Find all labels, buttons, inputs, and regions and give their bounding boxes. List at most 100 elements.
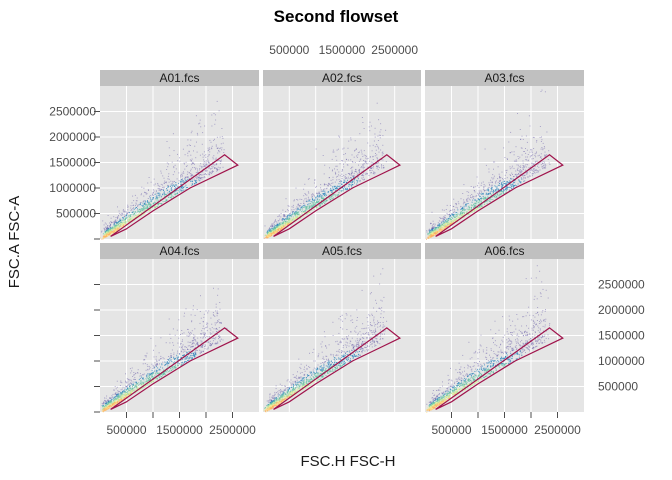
data-point [268, 233, 270, 235]
data-point [505, 187, 507, 189]
data-point [124, 392, 126, 393]
data-point [498, 180, 500, 182]
data-point [149, 198, 151, 200]
data-point [284, 219, 286, 221]
data-point [516, 176, 518, 178]
data-point [510, 178, 512, 180]
data-point [336, 194, 338, 196]
data-point [368, 126, 370, 128]
data-point [529, 156, 531, 158]
data-point [474, 206, 476, 208]
data-point [286, 222, 288, 224]
data-point [134, 390, 136, 392]
data-point [153, 366, 155, 368]
data-point [477, 208, 479, 210]
data-point [365, 173, 367, 175]
data-point [340, 180, 341, 182]
data-point [269, 227, 270, 229]
data-point [117, 391, 119, 393]
data-point [323, 194, 325, 196]
data-point [430, 223, 431, 225]
data-point [104, 407, 106, 409]
data-point [371, 150, 373, 152]
data-point [174, 358, 175, 360]
data-point [183, 189, 185, 191]
data-point [308, 212, 310, 214]
data-point [426, 230, 428, 232]
data-point [497, 166, 499, 168]
data-point [108, 234, 110, 236]
data-point [433, 228, 435, 230]
data-point [214, 167, 216, 169]
data-point [115, 217, 117, 218]
data-point [433, 226, 434, 228]
data-point [537, 155, 539, 157]
data-point [192, 167, 194, 169]
data-point [282, 221, 284, 223]
data-point [471, 194, 473, 195]
data-point [376, 144, 378, 145]
data-point [104, 400, 106, 401]
data-point [184, 350, 186, 352]
data-point [135, 383, 137, 385]
data-point [491, 177, 493, 179]
data-point [120, 212, 122, 214]
data-point [429, 236, 430, 238]
data-point [468, 191, 470, 193]
data-point [517, 183, 519, 185]
data-point [499, 175, 501, 177]
data-point [179, 160, 181, 162]
data-point [120, 389, 122, 391]
data-point [203, 321, 204, 323]
data-point [195, 182, 197, 184]
data-point [150, 200, 152, 202]
data-point [338, 174, 339, 176]
data-point [169, 194, 171, 196]
data-point [523, 151, 525, 152]
data-point [498, 181, 500, 183]
data-point [123, 221, 125, 223]
data-point [308, 198, 310, 200]
data-point [544, 154, 546, 156]
data-point [207, 323, 209, 325]
data-point [342, 190, 344, 192]
data-point [112, 232, 114, 234]
data-point [513, 154, 515, 156]
data-point [106, 228, 108, 230]
data-point [448, 221, 449, 223]
data-point [315, 202, 316, 204]
data-point [283, 215, 285, 216]
data-point [442, 222, 444, 224]
data-point [134, 214, 136, 216]
data-point [495, 182, 497, 184]
data-point [140, 202, 142, 203]
data-point [536, 170, 538, 172]
data-point [288, 214, 290, 216]
data-point [299, 214, 301, 216]
data-point [334, 194, 336, 196]
data-point [148, 207, 150, 209]
data-point [471, 208, 473, 210]
data-point [511, 151, 513, 153]
data-point [455, 203, 457, 205]
data-point [119, 391, 120, 393]
data-point [509, 174, 511, 176]
data-point [364, 161, 366, 162]
data-point [461, 216, 463, 217]
data-point [370, 125, 372, 127]
data-point [178, 190, 180, 192]
data-point [188, 178, 190, 180]
data-point [440, 224, 442, 226]
data-point [266, 234, 268, 236]
data-point [535, 169, 537, 171]
data-point [133, 200, 135, 202]
data-point [208, 154, 210, 156]
data-point [284, 221, 286, 223]
data-point [305, 206, 307, 208]
data-point [182, 190, 184, 192]
data-point [530, 175, 532, 177]
data-point [332, 169, 333, 171]
data-point [119, 223, 121, 225]
data-point [524, 177, 526, 179]
data-point [497, 194, 499, 195]
